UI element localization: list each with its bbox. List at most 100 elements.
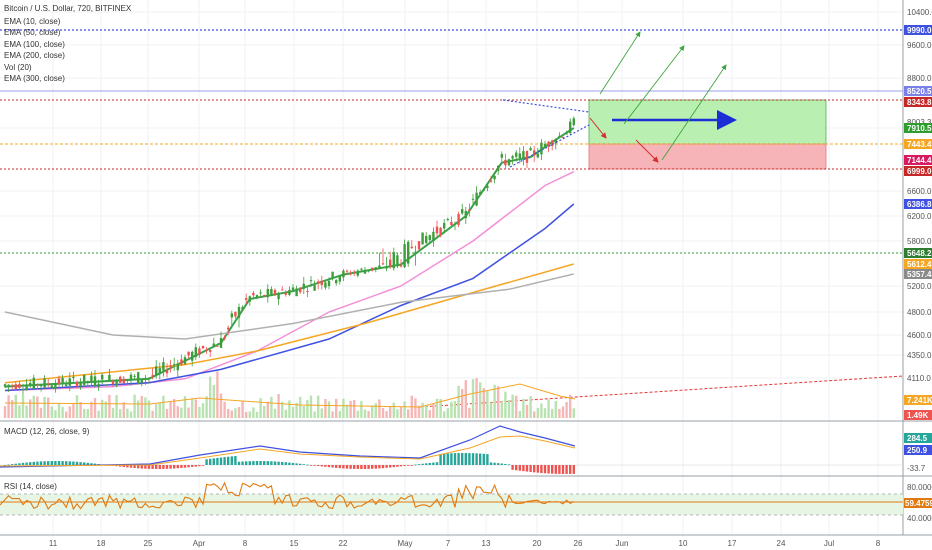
rise-arrow-1[interactable] (599, 31, 641, 95)
time-tick-label: 26 (574, 539, 583, 548)
macd-title[interactable]: MACD (12, 26, close, 9) (4, 427, 90, 436)
volume-bar (565, 402, 568, 418)
candle-body (468, 209, 471, 212)
rising-trendline[interactable] (419, 375, 904, 408)
macd-histogram-bar (421, 463, 424, 465)
macd-histogram-bar (18, 463, 21, 465)
candle-body (360, 268, 363, 270)
price-tag (904, 395, 932, 405)
volume-bar (155, 404, 158, 418)
candle-body (461, 209, 464, 214)
volume-bar (529, 396, 532, 418)
macd-histogram-bar (198, 465, 201, 467)
indicator-label[interactable]: EMA (200, close) (4, 51, 65, 60)
indicator-label[interactable]: EMA (100, close) (4, 40, 65, 49)
ema-100-line (4, 203, 575, 392)
indicator-label[interactable]: EMA (50, close) (4, 28, 61, 37)
volume-bar (21, 394, 25, 418)
macd-histogram-bar (281, 461, 284, 465)
triangle-lower-line[interactable] (509, 124, 590, 168)
macd-histogram-bar (309, 465, 313, 466)
indicator-label[interactable]: EMA (300, close) (4, 74, 65, 83)
price-tag (904, 139, 932, 149)
volume-bar (349, 401, 352, 418)
time-tick-label: 8 (876, 539, 881, 548)
time-axis[interactable]: 11 18 25 Apr 8 15 22 May 7 13 20 26 Jun 10 17 24 Jul 8 (49, 539, 881, 548)
volume-bar (140, 396, 143, 418)
macd-histogram-bar (453, 453, 457, 465)
macd-histogram-bar (137, 465, 140, 469)
candle-body (421, 232, 424, 245)
candle-body (511, 156, 514, 159)
candle-body (417, 241, 421, 250)
price-tick-label: 5200.0 (907, 282, 932, 291)
rise-arrow-2[interactable] (623, 45, 685, 125)
candle-body (219, 338, 223, 348)
volume-bar (212, 384, 215, 418)
macd-histogram-bar (378, 465, 381, 469)
rsi-title[interactable]: RSI (14, close) (4, 482, 57, 491)
volume-bar (525, 404, 529, 418)
price-tick-label: 4600.0 (907, 331, 932, 340)
candle-body (313, 285, 316, 291)
macd-histogram-bar (295, 463, 298, 465)
volume-bar (288, 400, 291, 418)
time-tick-label: 22 (339, 539, 348, 548)
indicator-label[interactable]: Vol (20) (4, 63, 32, 72)
volume-bar (266, 401, 269, 418)
volume-bar (216, 371, 219, 418)
price-axis[interactable]: 10400.0 9600.0 8800.0 8003.3 6600.0 6200.0 580… (904, 8, 932, 523)
macd-histogram-bar (345, 465, 349, 469)
volume-bar (533, 411, 536, 418)
macd-histogram-bar (464, 453, 467, 465)
candle-body (381, 263, 385, 265)
candle-body (407, 241, 410, 264)
candle-body (345, 270, 349, 272)
triangle-upper-line[interactable] (502, 99, 590, 113)
candle-body (554, 140, 557, 144)
volume-bar (176, 406, 179, 418)
candle-body (432, 231, 435, 241)
macd-histogram-bar (43, 461, 46, 465)
macd-histogram-bar (479, 453, 482, 465)
macd-histogram-bar (255, 461, 259, 465)
candle-body (302, 283, 305, 289)
drop-arrow-2[interactable] (635, 139, 659, 163)
candle-body (212, 343, 215, 347)
volume-bar (493, 384, 496, 418)
candle-body (111, 380, 115, 385)
profit-zone[interactable] (588, 99, 827, 145)
time-tick-label: 11 (49, 539, 58, 548)
candle-body (475, 192, 478, 206)
macd-histogram-bar (482, 453, 485, 465)
indicator-label[interactable]: EMA (10, close) (4, 17, 61, 26)
macd-histogram-bar (536, 465, 539, 473)
stop-loss-zone[interactable] (588, 143, 827, 170)
drop-arrow-1[interactable] (589, 117, 607, 139)
candle-body (169, 365, 172, 367)
volume-bar (543, 408, 547, 418)
time-tick-label: 10 (679, 539, 688, 548)
candle-body (457, 213, 460, 225)
volume-bar (61, 406, 64, 418)
volume-bar (558, 408, 561, 418)
macd-histogram-bar (515, 465, 518, 471)
volume-bar (119, 409, 122, 418)
rsi-line (0, 481, 575, 511)
candle-body (180, 359, 183, 365)
macd-histogram-bar (140, 465, 143, 469)
macd-histogram-bar (259, 461, 262, 465)
volume-bar (129, 411, 133, 418)
macd-histogram-bar (551, 465, 554, 474)
macd-tick-label: -33.7 (907, 464, 926, 473)
rise-arrow-3[interactable] (661, 64, 727, 161)
macd-histogram-bar (165, 465, 169, 469)
time-tick-label: 17 (728, 539, 737, 548)
macd-histogram-bar (439, 453, 442, 465)
time-tick-label: 18 (97, 539, 106, 548)
price-tag (904, 86, 932, 96)
rsi-band (0, 494, 903, 515)
candle-body (241, 307, 244, 310)
macd-histogram-bar (569, 465, 572, 474)
